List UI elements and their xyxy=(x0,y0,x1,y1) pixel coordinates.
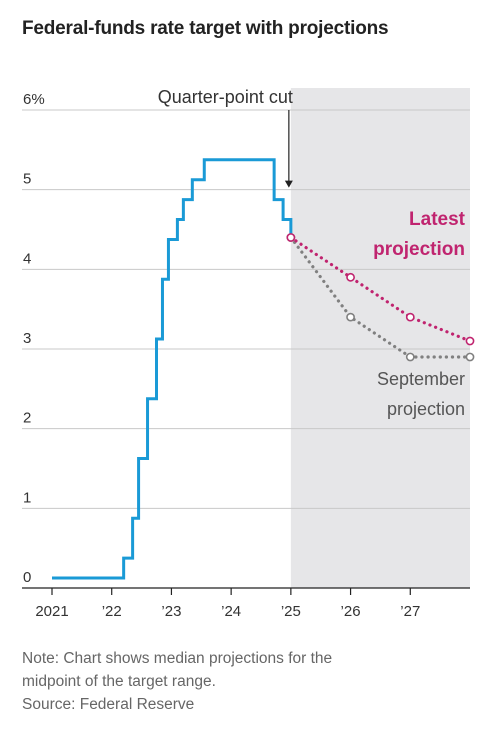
latest-projection-point xyxy=(286,233,296,242)
y-axis-tick-labels: 0 1 2 3 4 5 6% xyxy=(23,91,45,586)
latest-projection-line xyxy=(289,235,472,343)
y-tick-label: 4 xyxy=(23,250,31,267)
latest-projection-point xyxy=(465,336,475,346)
september-label-line1: September xyxy=(377,369,465,389)
september-projection-point xyxy=(346,312,355,322)
y-tick-label: 2 xyxy=(23,410,31,427)
note-line-2: midpoint of the target range. xyxy=(22,673,216,690)
annotation-quarter-point-cut: Quarter-point cut xyxy=(158,87,293,107)
note-line-1: Note: Chart shows median projections for… xyxy=(22,650,333,667)
chart-area: 0 1 2 3 4 5 6% 2021 ’22 ’23 ’24 ’25 ’26 ’27 Quarter-… xyxy=(22,87,475,620)
latest-label-line1: Latest xyxy=(409,209,466,230)
latest-projection-point xyxy=(346,272,355,282)
x-tick-label: 2021 xyxy=(35,603,68,620)
gridlines xyxy=(22,109,470,509)
y-tick-label: 5 xyxy=(23,171,31,188)
latest-projection-label: Latest projection xyxy=(373,209,466,260)
september-projection-label: September projection xyxy=(377,369,465,419)
x-tick-label: ’25 xyxy=(281,603,301,620)
y-tick-label: 1 xyxy=(23,489,31,506)
source-line: Source: Federal Reserve xyxy=(22,696,195,713)
september-projection-point xyxy=(465,352,475,362)
x-tick-label: ’23 xyxy=(161,603,181,620)
september-projection-point xyxy=(405,352,415,362)
x-tick-label: ’27 xyxy=(400,603,420,620)
series-layer xyxy=(52,158,475,580)
y-tick-label: 0 xyxy=(23,569,31,586)
chart-footer: Note: Chart shows median projections for… xyxy=(22,647,462,716)
annotation-layer: Quarter-point cut xyxy=(158,87,293,188)
chart-title: Federal-funds rate target with projectio… xyxy=(22,18,389,39)
x-tick-label: ’22 xyxy=(102,603,122,620)
actual-rate-step-line xyxy=(52,158,293,580)
projection-shaded-region xyxy=(290,88,470,588)
y-tick-label: 3 xyxy=(23,330,31,347)
y-tick-label: 6% xyxy=(23,91,45,108)
september-label-line2: projection xyxy=(387,399,465,419)
latest-label-line2: projection xyxy=(373,239,465,260)
x-tick-label: ’24 xyxy=(221,603,241,620)
latest-projection-point xyxy=(405,312,415,322)
x-tick-label: ’26 xyxy=(341,603,361,620)
september-projection-line xyxy=(289,235,472,359)
annotation-arrowhead xyxy=(284,180,293,188)
x-axis: 2021 ’22 ’23 ’24 ’25 ’26 ’27 xyxy=(22,587,470,620)
